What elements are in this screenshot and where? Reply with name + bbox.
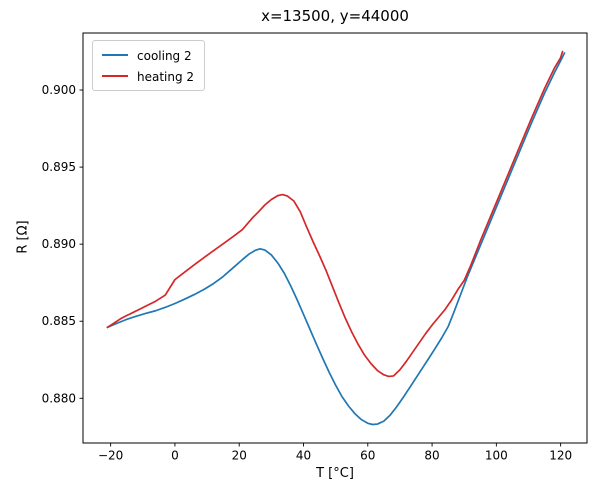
x-axis-label: T [°C] xyxy=(316,466,354,481)
y-tick-label: 0.900 xyxy=(42,83,76,97)
y-axis-label: R [Ω] xyxy=(15,220,31,254)
x-tick-label: 80 xyxy=(424,449,439,463)
series-heating-2-line xyxy=(106,50,564,378)
y-tick-label: 0.885 xyxy=(42,314,76,328)
x-tick-label: 0 xyxy=(171,449,179,463)
legend-line-swatch xyxy=(102,75,128,77)
x-tick-label: 20 xyxy=(232,449,247,463)
legend-entry-cooling-2: cooling 2 xyxy=(102,46,194,64)
legend: cooling 2 heating 2 xyxy=(92,40,206,91)
legend-line-swatch xyxy=(102,54,128,56)
chart-title: x=13500, y=44000 xyxy=(261,7,409,25)
x-tick-label: 60 xyxy=(360,449,375,463)
legend-entry-heating-2: heating 2 xyxy=(102,67,194,85)
x-tick-label: 40 xyxy=(296,449,311,463)
x-tick-label: 100 xyxy=(485,449,508,463)
x-tick-label: −20 xyxy=(98,449,123,463)
y-tick-label: 0.890 xyxy=(42,237,76,251)
x-tick-label: 120 xyxy=(549,449,572,463)
y-tick-label: 0.880 xyxy=(42,391,76,405)
legend-label: cooling 2 xyxy=(137,48,192,63)
plot-area-border xyxy=(82,32,588,444)
legend-label: heating 2 xyxy=(137,69,195,84)
series-cooling-2-line xyxy=(106,52,566,426)
y-tick-label: 0.895 xyxy=(42,160,76,174)
